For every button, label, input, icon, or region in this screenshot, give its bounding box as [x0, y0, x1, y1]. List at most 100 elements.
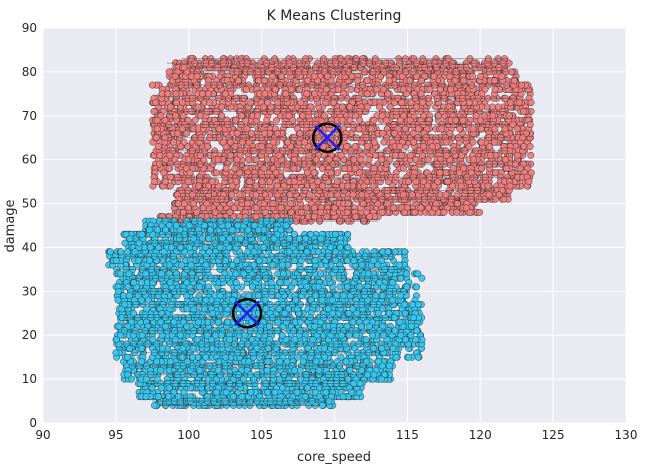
data-point — [447, 85, 455, 93]
data-point — [424, 182, 431, 190]
data-point — [366, 213, 373, 221]
data-point — [214, 156, 222, 164]
data-point — [218, 112, 226, 120]
data-point — [477, 72, 485, 80]
data-point — [347, 85, 355, 93]
data-point — [385, 77, 393, 85]
data-point — [263, 116, 271, 124]
data-point — [231, 164, 239, 172]
data-point — [310, 204, 318, 212]
data-point — [180, 200, 188, 208]
data-point — [185, 156, 193, 164]
data-point — [485, 143, 493, 150]
data-point — [446, 72, 454, 80]
data-point — [158, 90, 166, 98]
data-point — [379, 129, 387, 137]
data-point — [424, 204, 432, 212]
data-point — [180, 64, 188, 71]
data-point — [424, 156, 432, 164]
data-point — [286, 191, 294, 199]
data-point — [338, 116, 346, 124]
data-point — [513, 125, 521, 133]
data-point — [506, 182, 514, 190]
data-point — [410, 138, 418, 146]
data-point — [334, 169, 341, 177]
data-point — [401, 125, 409, 133]
data-point — [491, 125, 499, 133]
data-point — [277, 204, 285, 212]
data-point — [444, 178, 452, 186]
data-point — [357, 156, 365, 164]
data-point — [343, 143, 351, 150]
data-point — [188, 191, 196, 199]
data-point — [233, 129, 241, 137]
data-point — [184, 178, 192, 186]
data-point — [351, 213, 359, 221]
data-point — [484, 182, 492, 190]
data-point — [338, 103, 346, 111]
data-point — [193, 208, 201, 216]
data-point — [252, 204, 260, 212]
data-point — [469, 72, 477, 80]
data-point — [320, 112, 328, 120]
data-point — [520, 143, 528, 150]
data-point — [453, 208, 461, 216]
data-point — [317, 208, 324, 216]
data-point — [325, 156, 333, 164]
data-point — [160, 169, 168, 177]
data-point — [172, 90, 180, 98]
data-point — [428, 143, 436, 150]
data-point — [310, 213, 318, 221]
data-point — [186, 169, 194, 177]
data-point — [327, 169, 335, 177]
data-point — [378, 208, 386, 216]
data-point — [195, 182, 203, 190]
data-point — [275, 151, 283, 159]
data-point — [451, 77, 459, 85]
data-point — [408, 191, 416, 199]
data-point — [231, 143, 239, 150]
data-point — [469, 125, 477, 133]
data-point — [215, 125, 223, 133]
data-point — [518, 81, 526, 89]
data-point — [438, 125, 446, 133]
data-point — [258, 143, 266, 150]
data-point — [260, 164, 268, 172]
data-point — [457, 182, 465, 190]
data-point — [324, 72, 331, 80]
data-point — [512, 160, 520, 168]
data-point — [432, 200, 440, 208]
data-point — [323, 213, 331, 221]
data-point — [377, 156, 385, 164]
data-point — [167, 173, 175, 181]
data-point — [179, 99, 186, 107]
data-point — [258, 178, 266, 186]
data-point — [310, 169, 318, 177]
data-point — [417, 90, 425, 98]
data-point — [489, 103, 496, 111]
data-point — [480, 112, 488, 120]
data-point — [194, 103, 202, 111]
data-point — [264, 99, 272, 107]
data-point — [477, 125, 485, 133]
data-point — [191, 116, 199, 124]
data-point — [426, 85, 434, 93]
data-point — [370, 116, 378, 124]
data-point — [352, 112, 360, 120]
data-point — [254, 112, 262, 120]
data-point — [304, 77, 312, 85]
data-point — [459, 116, 467, 124]
data-point — [360, 182, 368, 190]
data-point — [501, 156, 509, 164]
data-point — [238, 138, 246, 146]
data-point — [322, 85, 330, 93]
data-point — [237, 112, 245, 120]
data-point — [513, 151, 521, 159]
data-point — [392, 151, 399, 159]
data-point — [449, 164, 457, 172]
data-point — [193, 72, 201, 80]
data-point — [467, 169, 475, 177]
data-point — [486, 151, 494, 159]
data-point — [179, 208, 187, 216]
data-point — [287, 200, 295, 208]
